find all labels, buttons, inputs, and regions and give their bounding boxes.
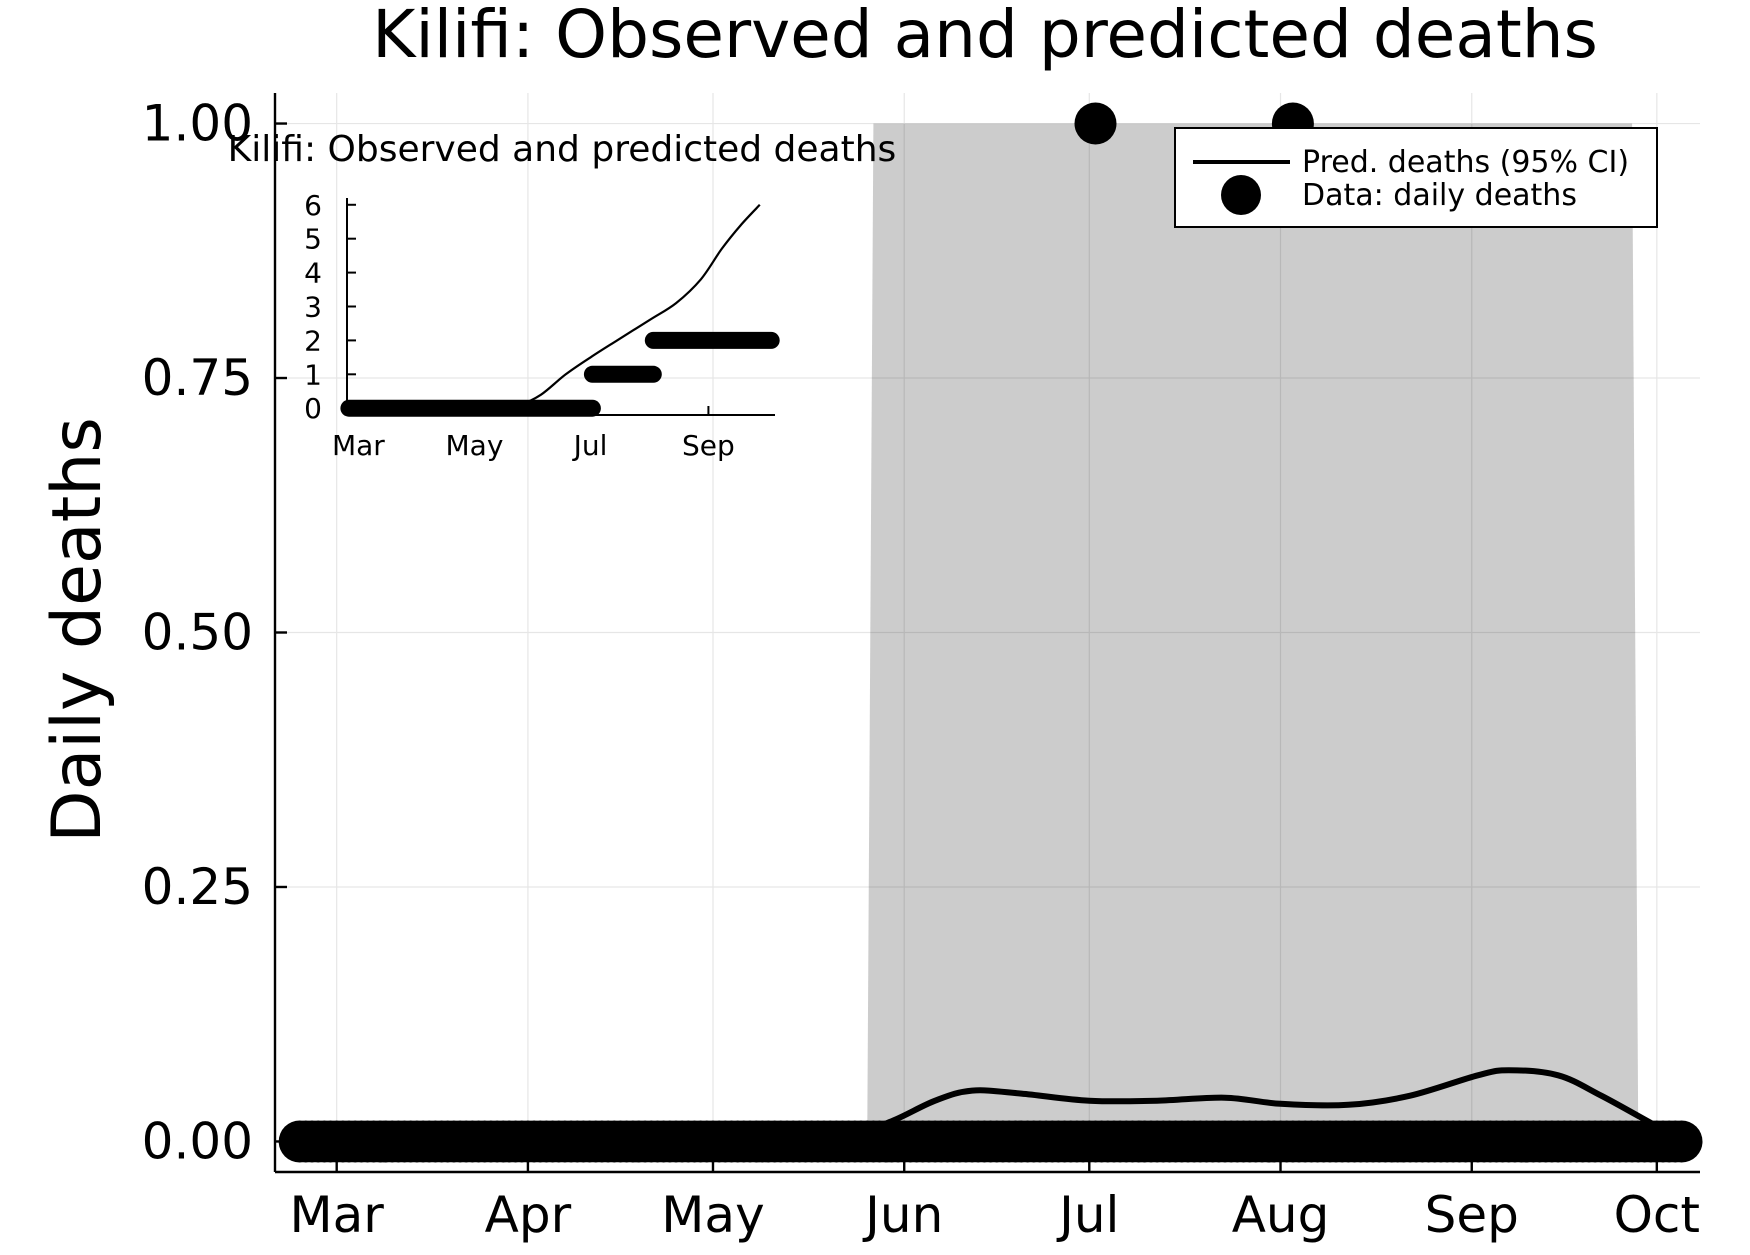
legend-label-data: Data: daily deaths bbox=[1302, 178, 1577, 213]
data-point bbox=[1074, 102, 1117, 145]
inset-y-tick-label: 0 bbox=[304, 392, 322, 425]
inset-y-tick-label: 3 bbox=[304, 291, 322, 324]
ci-band bbox=[867, 123, 1639, 1142]
inset-step-group bbox=[340, 331, 780, 417]
inset-axes bbox=[346, 198, 775, 416]
x-tick-label: Jun bbox=[862, 1186, 943, 1244]
inset-y-tick-label: 5 bbox=[304, 223, 322, 256]
inset-y-tick-label: 4 bbox=[304, 257, 322, 290]
y-tick-label: 0.50 bbox=[142, 604, 253, 662]
inset-chart: Kilifi: Observed and predicted deaths 01… bbox=[228, 129, 897, 462]
inset-y-tick-label: 2 bbox=[304, 324, 322, 357]
inset-y-tick-label: 1 bbox=[304, 358, 322, 391]
inset-title: Kilifi: Observed and predicted deaths bbox=[228, 129, 897, 170]
data-dots-group bbox=[278, 102, 1703, 1163]
y-tick-label: 0.75 bbox=[142, 349, 253, 407]
chart-title: Kilifi: Observed and predicted deaths bbox=[372, 0, 1598, 73]
main-gridlines bbox=[275, 93, 1700, 1172]
main-tick-labels: 0.00 0.25 0.50 0.75 1.00 Mar Apr May Jun Jul Aug Se… bbox=[142, 95, 1700, 1244]
y-axis-label: Daily deaths bbox=[38, 417, 117, 843]
inset-x-tick-label: May bbox=[446, 429, 504, 462]
y-tick-label: 0.25 bbox=[142, 858, 253, 916]
x-tick-label: Mar bbox=[290, 1186, 385, 1244]
inset-x-tick-label: Mar bbox=[332, 429, 385, 462]
inset-x-tick-label: Sep bbox=[682, 429, 735, 462]
x-tick-label: Aug bbox=[1232, 1186, 1330, 1244]
ci-band-area bbox=[867, 123, 1639, 1142]
x-tick-label: Apr bbox=[485, 1186, 572, 1244]
legend-box bbox=[1174, 127, 1658, 228]
x-tick-label: May bbox=[661, 1186, 764, 1244]
x-tick-label: Sep bbox=[1425, 1186, 1519, 1244]
y-tick-label: 1.00 bbox=[142, 95, 253, 153]
inset-y-tick-label: 6 bbox=[304, 189, 322, 222]
x-tick-label: Oct bbox=[1614, 1186, 1700, 1244]
legend: Pred. deaths (95% CI) Data: daily deaths bbox=[1174, 127, 1658, 228]
x-tick-label: Jul bbox=[1056, 1186, 1119, 1244]
data-point-zero bbox=[1660, 1120, 1703, 1163]
legend-marker-swatch bbox=[1221, 175, 1261, 215]
inset-x-tick-label: Jul bbox=[572, 429, 608, 462]
legend-label-pred: Pred. deaths (95% CI) bbox=[1302, 145, 1629, 180]
y-tick-label: 0.00 bbox=[142, 1112, 253, 1170]
